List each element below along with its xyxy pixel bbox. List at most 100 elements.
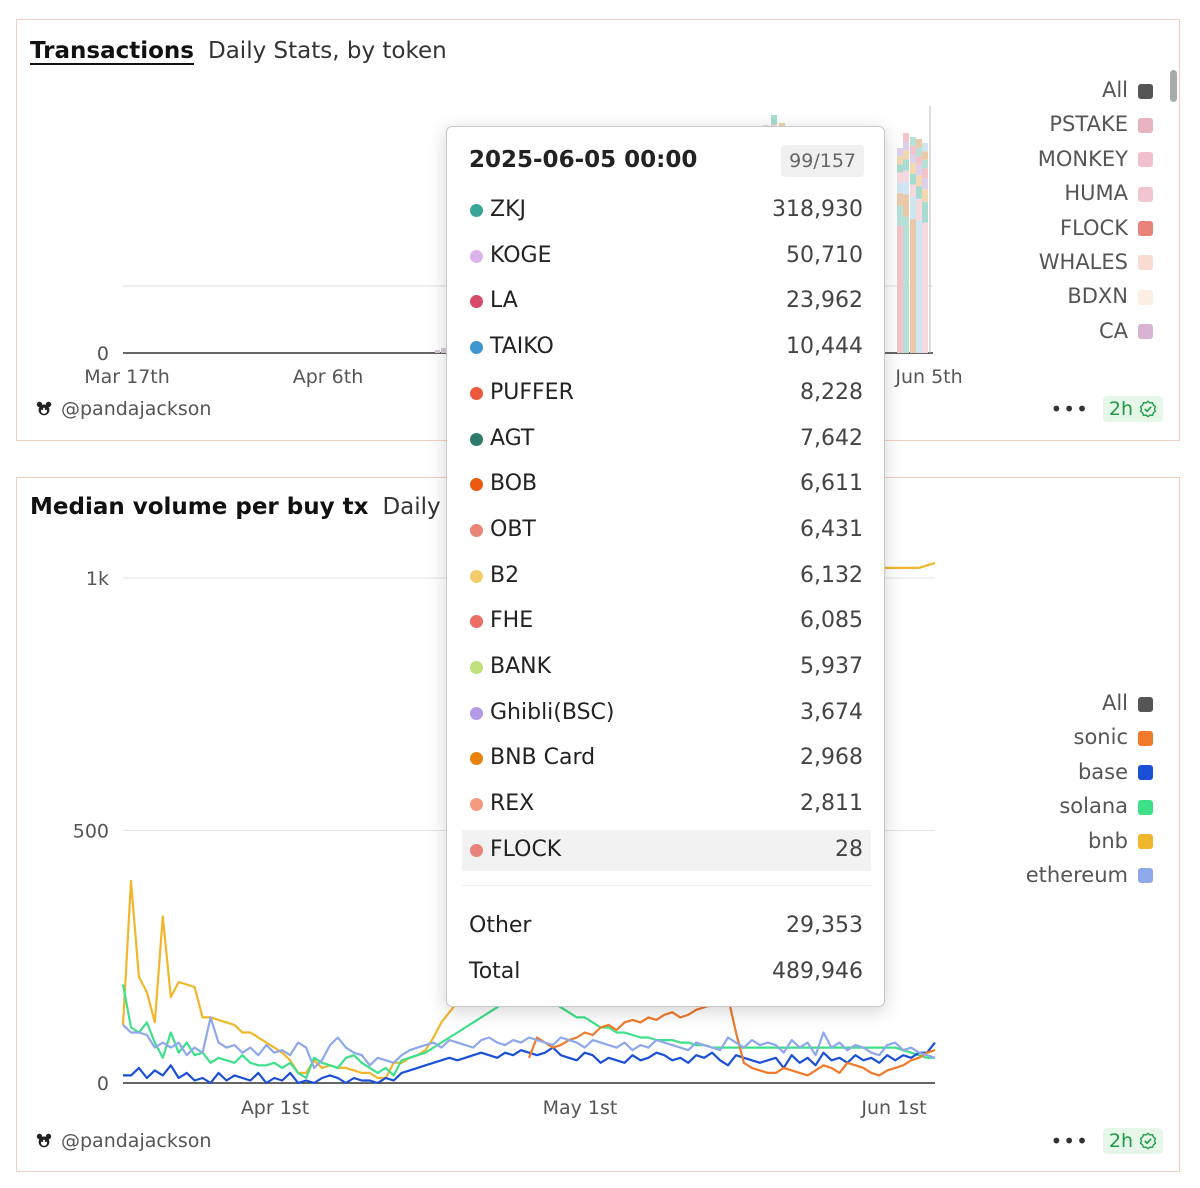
stacked-bar-segment [922, 143, 928, 152]
chart1-legend-item-bdxn[interactable]: BDXN [1038, 279, 1153, 313]
stacked-bar-segment [916, 175, 922, 187]
series-color-dot [470, 386, 483, 400]
legend-swatch [1138, 324, 1153, 340]
series-color-dot [470, 706, 483, 720]
tooltip-row-value: 3,674 [800, 699, 863, 725]
chart1-footer-actions: ••• 2h [1050, 396, 1163, 422]
tooltip-row: AGT 7,642 [462, 419, 871, 460]
chart2-author-name: @pandajackson [61, 1130, 212, 1152]
tooltip-row-value: 7,642 [800, 425, 863, 451]
chart2-legend-item-sonic[interactable]: sonic [1026, 720, 1153, 754]
tooltip-row-name: TAIKO [490, 334, 554, 360]
stacked-bar-segment [910, 137, 916, 146]
more-options-icon[interactable]: ••• [1050, 1129, 1089, 1153]
x-tick-label: Jun 5th [894, 366, 962, 388]
tooltip-row: OBT 6,431 [462, 510, 871, 551]
chart1-legend-item-monkey[interactable]: MONKEY [1038, 142, 1153, 176]
tooltip-row: KOGE 50,710 [462, 236, 871, 277]
legend-swatch [1138, 221, 1153, 237]
chart2-legend-item-bnb[interactable]: bnb [1026, 824, 1153, 858]
legend-label: PSTAKE [1049, 112, 1128, 137]
legend-swatch [1138, 834, 1153, 850]
legend-label: solana [1059, 794, 1128, 819]
tooltip-other-label: Other [469, 913, 532, 938]
chart2-legend-item-solana[interactable]: solana [1026, 789, 1153, 823]
stacked-bar-segment [922, 201, 928, 223]
stacked-bar-segment [897, 182, 903, 194]
tooltip-row-name: ZKJ [490, 197, 526, 222]
refresh-badge-label: 2h [1108, 1130, 1133, 1152]
stacked-bar-segment [771, 115, 777, 125]
y-tick-label: 0 [97, 1073, 109, 1095]
series-line-base [123, 1041, 936, 1085]
stacked-bar-segment [910, 173, 916, 185]
chart1-legend-item-whales[interactable]: WHALES [1038, 245, 1153, 279]
legend-swatch [1138, 289, 1153, 305]
stacked-bar-segment [922, 189, 928, 202]
stacked-bar-segment [903, 159, 909, 171]
series-color-dot [470, 798, 483, 812]
legend-label: All [1101, 691, 1128, 715]
tooltip-row-value: 2,811 [800, 791, 863, 817]
chart1-title[interactable]: Transactions [30, 38, 194, 64]
panda-avatar-icon [35, 1132, 53, 1150]
tooltip-row-value: 6,611 [800, 471, 863, 497]
stacked-bar-segment [910, 154, 916, 163]
tooltip-row-value: 28 [835, 836, 863, 862]
tooltip-row-name: BOB [490, 471, 538, 497]
legend-label: ethereum [1025, 862, 1128, 887]
legend-scrollbar[interactable] [1170, 70, 1177, 102]
tooltip-row: Ghibli(BSC) 3,674 [462, 693, 871, 734]
tooltip-row: PUFFER 8,228 [462, 373, 871, 414]
stacked-bar-segment [922, 151, 928, 160]
stacked-bar-segment [916, 220, 922, 353]
tooltip-row-value: 318,930 [772, 197, 863, 222]
tooltip-row-name: REX [490, 791, 535, 817]
tooltip-divider [462, 885, 871, 886]
stacked-bar-segment [910, 184, 916, 198]
tooltip-row: LA 23,962 [462, 281, 871, 322]
chart1-legend-item-huma[interactable]: HUMA [1038, 176, 1153, 210]
tooltip-row-value: 8,228 [800, 379, 863, 405]
chart2-author[interactable]: @pandajackson [35, 1130, 211, 1152]
refresh-badge[interactable]: 2h [1102, 396, 1163, 422]
more-options-icon[interactable]: ••• [1050, 397, 1089, 421]
legend-label: sonic [1073, 725, 1128, 750]
chart1-legend: All PSTAKE MONKEY HUMA FLOCK WHALES BDXN CA [1038, 73, 1153, 348]
chart2-legend-item-all[interactable]: All [1026, 686, 1153, 720]
series-color-dot [470, 478, 483, 492]
legend-swatch [1138, 186, 1153, 202]
chart1-legend-item-pstake[interactable]: PSTAKE [1038, 107, 1153, 141]
x-tick-label: May 1st [543, 1097, 618, 1119]
x-tick-label: Apr 6th [293, 366, 364, 388]
stacked-bar-segment [897, 205, 903, 226]
median-volume-chart[interactable]: 1k 500 0 Apr 1st May 1st Jun 1st [17, 478, 1181, 1173]
tooltip-date: 2025-06-05 00:00 [469, 147, 698, 173]
series-color-dot [470, 752, 483, 766]
tooltip-total-row: Total 489,946 [462, 952, 871, 993]
chart1-legend-item-ca[interactable]: CA [1038, 314, 1153, 348]
chart2-title[interactable]: Median volume per buy tx [30, 494, 369, 520]
tooltip-row-value: 6,431 [800, 516, 863, 542]
chart2-legend-item-base[interactable]: base [1026, 755, 1153, 789]
chart1-legend-item-flock[interactable]: FLOCK [1038, 211, 1153, 245]
chart1-legend-item-all[interactable]: All [1038, 73, 1153, 107]
chart1-author[interactable]: @pandajackson [35, 398, 211, 420]
refresh-badge[interactable]: 2h [1102, 1128, 1163, 1154]
tooltip-row: B2 6,132 [462, 556, 871, 597]
verified-check-icon [1139, 1132, 1157, 1150]
series-color-dot [470, 249, 483, 263]
tooltip-row-name: AGT [490, 425, 535, 451]
stacked-bar-segment [922, 159, 928, 169]
legend-swatch [1138, 799, 1153, 815]
stacked-bar-segment [910, 145, 916, 155]
chart2-legend-item-ethereum[interactable]: ethereum [1026, 858, 1153, 892]
tooltip-row-value: 23,962 [786, 288, 863, 314]
legend-swatch [1138, 152, 1153, 168]
bar [441, 348, 446, 353]
stacked-bar-segment [897, 225, 903, 353]
stacked-bar-segment [903, 216, 909, 353]
x-tick-label: Mar 17th [84, 366, 170, 388]
stacked-bar-segment [922, 222, 928, 353]
tooltip-row-name: LA [490, 288, 518, 314]
